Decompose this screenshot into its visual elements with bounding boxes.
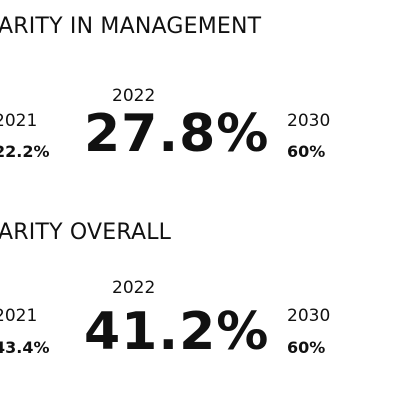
previous-year-value: 22.2% <box>0 142 50 161</box>
target-year-label: 2030 <box>287 111 331 131</box>
previous-year-label: 2021 <box>0 111 38 131</box>
current-year-label: 2022 <box>112 86 156 106</box>
section-heading: ARITY IN MANAGEMENT <box>0 14 262 39</box>
previous-year-value: 43.4% <box>0 338 50 357</box>
previous-year-label: 2021 <box>0 306 38 326</box>
section-heading: ARITY OVERALL <box>0 220 172 245</box>
target-year-value: 60% <box>287 142 326 161</box>
target-year-label: 2030 <box>287 306 331 326</box>
target-year-value: 60% <box>287 338 326 357</box>
current-year-label: 2022 <box>112 278 156 298</box>
current-year-value: 41.2% <box>84 302 270 362</box>
current-year-value: 27.8% <box>84 104 270 164</box>
